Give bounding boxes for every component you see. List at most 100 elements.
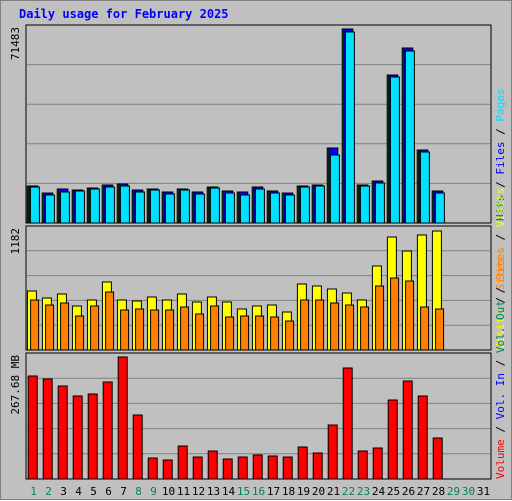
legend-part: Vol. Out [494, 300, 507, 353]
sites-bar-day-20 [315, 299, 325, 351]
sites-bar-day-14 [225, 316, 235, 351]
legend-middle: Visits / Sites [494, 257, 507, 350]
legend-part: / [494, 290, 507, 310]
legend-part: Visits [494, 188, 507, 228]
sites-bar-day-24 [375, 285, 385, 351]
pages-bar-day-22 [344, 31, 355, 224]
day-label-25: 25 [387, 485, 400, 498]
pages-bar-day-6 [104, 186, 115, 224]
volume-bar-day-21 [327, 424, 338, 480]
pages-bar-day-25 [389, 76, 400, 224]
volume-bar-day-14 [222, 458, 233, 480]
pages-bar-day-11 [179, 189, 190, 224]
day-label-31: 31 [477, 485, 490, 498]
legend-part: Visits [494, 310, 507, 350]
pages-bar-day-13 [209, 187, 220, 224]
day-label-10: 10 [162, 485, 175, 498]
day-label-14: 14 [222, 485, 236, 498]
legend-part: / [494, 280, 507, 300]
day-label-22: 22 [342, 485, 355, 498]
sites-bar-day-5 [90, 305, 100, 351]
volume-bar-day-6 [102, 381, 113, 480]
sites-bar-day-21 [330, 302, 340, 351]
day-label-24: 24 [372, 485, 386, 498]
sites-bar-day-13 [210, 305, 220, 351]
legend-part: Vol. In [494, 373, 507, 419]
sites-bar-day-6 [105, 291, 115, 351]
volume-bar-day-23 [357, 450, 368, 480]
day-label-21: 21 [327, 485, 340, 498]
volume-bar-day-3 [57, 385, 68, 480]
pages-bar-day-20 [314, 185, 325, 224]
day-label-23: 23 [357, 485, 370, 498]
legend-part: / [494, 227, 507, 247]
chart-title: Daily usage for February 2025 [19, 7, 229, 21]
pages-bar-day-27 [419, 151, 430, 224]
day-label-8: 8 [135, 485, 142, 498]
day-label-27: 27 [417, 485, 430, 498]
volume-bar-day-18 [282, 456, 293, 480]
day-label-29: 29 [447, 485, 460, 498]
legend-part: / [494, 353, 507, 373]
pages-bar-day-9 [149, 189, 160, 224]
day-label-6: 6 [105, 485, 112, 498]
volume-bar-day-27 [417, 395, 428, 480]
volume-bar-day-10 [162, 459, 173, 480]
day-label-7: 7 [120, 485, 127, 498]
pages-bar-day-26 [404, 50, 415, 224]
legend-part: Volume [494, 439, 507, 479]
day-label-19: 19 [297, 485, 310, 498]
volume-bar-day-12 [192, 456, 203, 480]
sites-bar-day-9 [150, 309, 160, 351]
legend-part: Sites [494, 257, 507, 290]
sites-bar-day-11 [180, 306, 190, 351]
sites-bar-day-18 [285, 320, 295, 351]
pages-bar-day-15 [239, 194, 250, 224]
pages-bar-day-18 [284, 194, 295, 224]
pages-bar-day-28 [434, 192, 445, 224]
pages-bar-day-21 [329, 154, 340, 224]
day-label-11: 11 [177, 485, 190, 498]
volume-bar-day-19 [297, 446, 308, 480]
day-label-13: 13 [207, 485, 220, 498]
day-label-4: 4 [75, 485, 82, 498]
sites-bar-day-3 [60, 302, 70, 351]
day-label-16: 16 [252, 485, 265, 498]
pages-bar-day-7 [119, 185, 130, 224]
volume-bar-day-20 [312, 452, 323, 480]
pages-bar-day-16 [254, 188, 265, 224]
legend-part: / [494, 175, 507, 195]
y-max-label: 267.68 MB [9, 355, 22, 415]
volume-bar-day-28 [432, 437, 443, 480]
day-label-17: 17 [267, 485, 280, 498]
day-label-1: 1 [30, 485, 37, 498]
y-max-label: 1182 [9, 228, 22, 255]
pages-bar-day-23 [359, 185, 370, 224]
day-label-12: 12 [192, 485, 205, 498]
volume-bar-day-5 [87, 393, 98, 480]
volume-bar-day-13 [207, 450, 218, 480]
sites-bar-day-28 [435, 308, 445, 351]
pages-bar-day-19 [299, 186, 310, 224]
y-max-label: 71483 [9, 27, 22, 60]
legend-part: Files [494, 142, 507, 175]
sites-bar-day-7 [120, 309, 130, 351]
sites-bar-day-12 [195, 313, 205, 351]
volume-bar-day-17 [267, 455, 278, 480]
volume-bar-day-4 [72, 395, 83, 480]
legend-part: Hits [494, 195, 507, 222]
sites-bar-day-4 [75, 315, 85, 351]
pages-bar-day-24 [374, 182, 385, 224]
day-label-28: 28 [432, 485, 445, 498]
pages-bar-day-5 [89, 188, 100, 224]
pages-bar-day-3 [59, 191, 70, 224]
legend-bottom: Volume / Vol. In / Vol. Out / Sites / Vi… [494, 188, 507, 479]
volume-bar-day-15 [237, 456, 248, 480]
sites-bar-day-27 [420, 306, 430, 351]
volume-bar-day-24 [372, 447, 383, 480]
sites-bar-day-10 [165, 309, 175, 351]
sites-bar-day-23 [360, 306, 370, 351]
day-label-18: 18 [282, 485, 295, 498]
